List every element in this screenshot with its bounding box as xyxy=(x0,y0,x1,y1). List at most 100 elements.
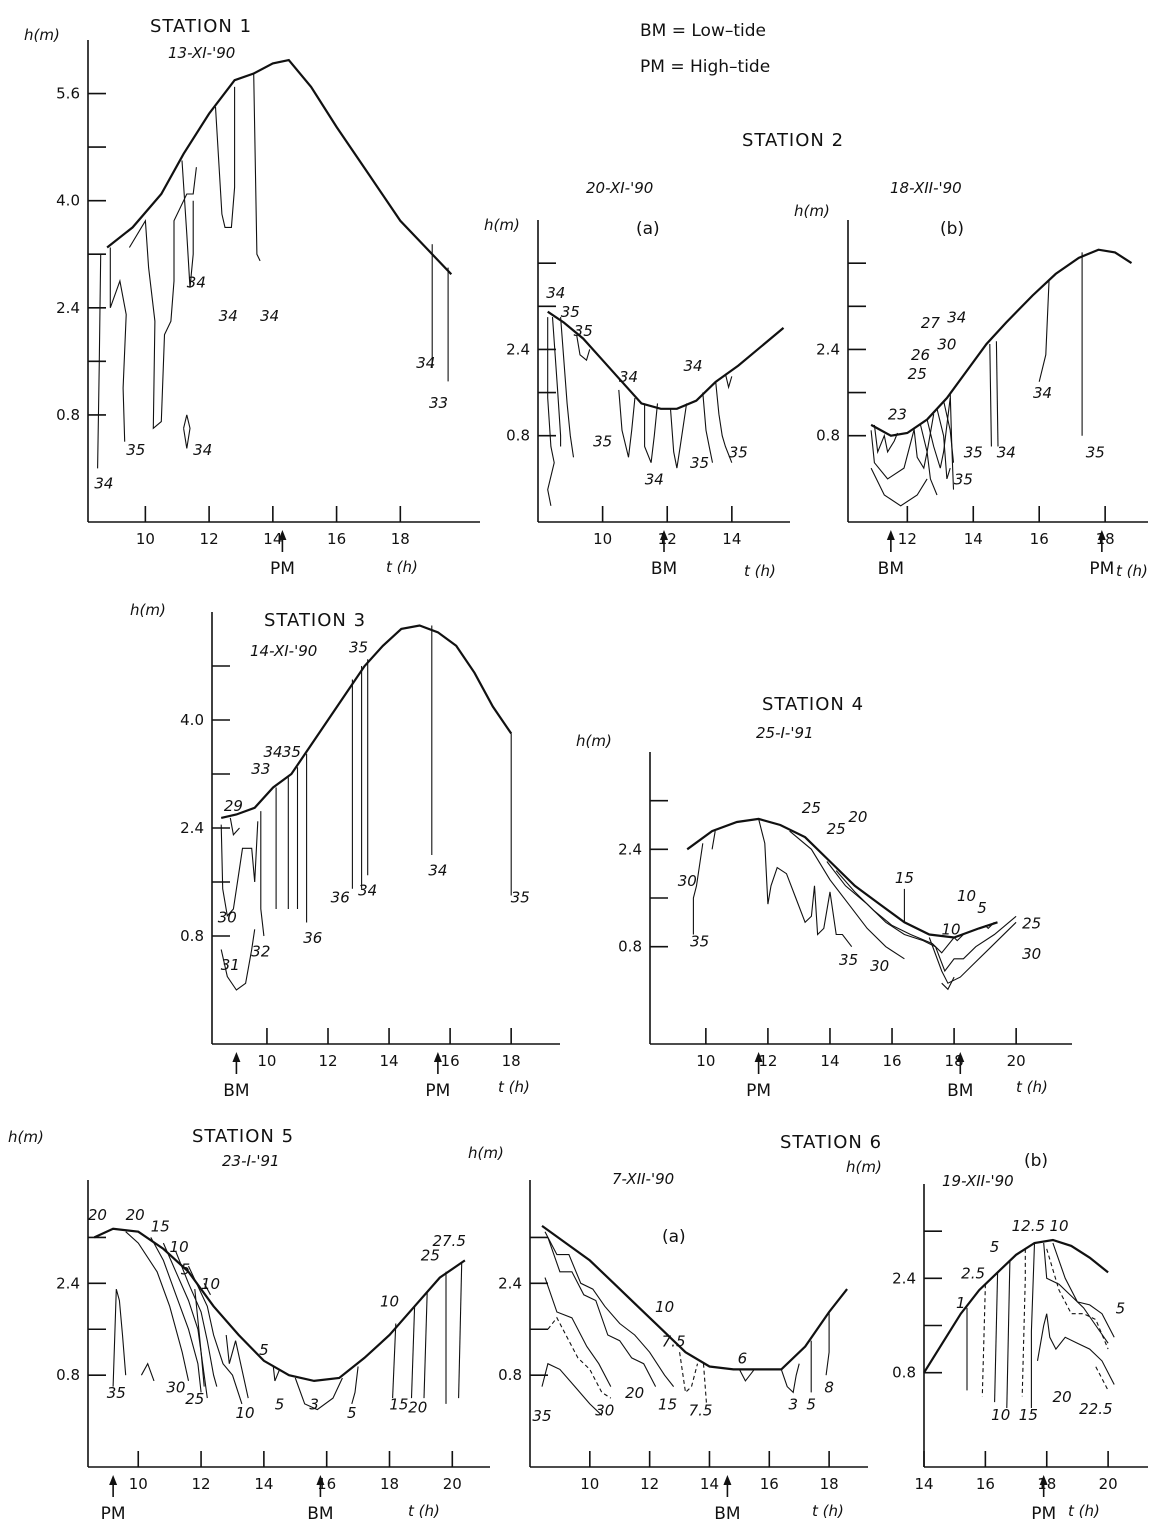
x-tick-label: 16 xyxy=(760,1475,779,1493)
isohaline-label: 33 xyxy=(429,394,448,412)
isohaline-20 xyxy=(544,1277,612,1387)
isohaline-34 xyxy=(949,392,955,490)
x-tick-label: 12 xyxy=(200,530,219,548)
isohaline xyxy=(128,167,197,430)
tide-curve xyxy=(106,58,453,276)
isohaline xyxy=(576,335,591,362)
tide-marker-label: BM xyxy=(307,1504,333,1524)
tide-arrow-head xyxy=(660,530,668,540)
y-tick-label: 2.4 xyxy=(56,1274,80,1292)
isohaline-label: 32 xyxy=(251,942,270,960)
x-tick-label: 12 xyxy=(758,1052,777,1070)
isohaline-label: 10 xyxy=(655,1298,674,1316)
panel-title: 7-XII-'90 xyxy=(612,1170,674,1188)
x-tick-label: 10 xyxy=(136,530,155,548)
y-axis-label: h(m) xyxy=(8,1128,44,1146)
isohaline-23 xyxy=(873,424,899,455)
isohaline-34 xyxy=(97,254,102,469)
isohaline-label: 12.5 xyxy=(1012,1217,1045,1235)
isohaline-6 xyxy=(738,1369,755,1382)
isohaline-label: 35 xyxy=(349,639,368,657)
panel-title: STATION 3 xyxy=(264,610,366,631)
y-axis-label: h(m) xyxy=(484,216,520,234)
y-tick-label: 0.8 xyxy=(816,427,840,445)
isohaline-label: 2.5 xyxy=(961,1264,985,1282)
isohaline-label: 34 xyxy=(219,307,238,325)
isohaline-label: 15 xyxy=(658,1396,677,1414)
isohaline-22.5 xyxy=(1095,1366,1109,1391)
isohaline-label: 10 xyxy=(957,887,976,905)
tide-curve xyxy=(541,1225,848,1371)
x-tick-label: 16 xyxy=(976,1475,995,1493)
panel-s2b: 0.82.412 14 16 18h(m)t (h)18-XII-'90(b)BM PM… xyxy=(794,179,1148,580)
y-axis-label: h(m) xyxy=(130,601,166,619)
x-tick-label: 18 xyxy=(820,1475,839,1493)
y-tick-label: 0.8 xyxy=(498,1366,522,1384)
isohaline-5 xyxy=(272,1366,281,1382)
panel-subtitle: 14-XI-'90 xyxy=(250,642,317,660)
isohaline-10 xyxy=(544,1231,675,1387)
x-tick-label: 20 xyxy=(443,1475,462,1493)
x-tick-label: 12 xyxy=(318,1052,337,1070)
panel-s3: 0.8 2.4 4.0 10 12 14 16 18 h(m) t (h) STATION 3 14-… xyxy=(130,601,560,1101)
isohaline-5 xyxy=(203,1283,211,1296)
y-tick-label: 0.8 xyxy=(56,1366,80,1384)
isohaline-35 xyxy=(541,1362,603,1416)
tide-arrow-head xyxy=(723,1475,732,1485)
x-tick-label: 18 xyxy=(502,1052,521,1070)
y-tick-label: 0.8 xyxy=(56,406,80,424)
isohaline-label: 35 xyxy=(964,443,983,461)
x-axis-label: t (h) xyxy=(1016,1078,1048,1096)
y-axis-label: h(m) xyxy=(24,26,60,44)
x-tick-label: 16 xyxy=(1030,530,1049,548)
tide-arrow-head xyxy=(754,1052,763,1062)
isohaline-7.5 xyxy=(679,1352,699,1394)
isohaline-label: 20 xyxy=(408,1398,427,1416)
isohaline-label: 34 xyxy=(264,743,283,761)
y-tick-label: 2.4 xyxy=(498,1274,522,1292)
x-tick-label: 20 xyxy=(1007,1052,1026,1070)
isohaline-35 xyxy=(560,317,575,458)
isohaline-label: 34 xyxy=(260,307,279,325)
isohaline-34 xyxy=(547,317,555,506)
x-tick-label: 10 xyxy=(593,530,612,548)
isohaline-35 xyxy=(715,381,733,463)
panel-s6a: 0.8 2.4 10 12 14 16 18 h(m) t (h) 7-XII-'90 (a) BM 1… xyxy=(468,1144,868,1524)
isohaline-label: 20 xyxy=(1053,1388,1072,1406)
isohaline-label: 35 xyxy=(511,888,530,906)
isohaline-34 xyxy=(724,373,733,390)
isohaline-10 xyxy=(1043,1242,1109,1344)
isohaline-32 xyxy=(260,811,265,937)
panel-s6b: 0.82.414 16 18 20h(m)t (h)19-XII-'90(b)PM12… xyxy=(846,1151,1148,1524)
isohaline-label: 10 xyxy=(1049,1217,1068,1235)
x-tick-label: 10 xyxy=(129,1475,148,1493)
panel-title: STATION 5 xyxy=(192,1126,294,1147)
tide-arrow-head xyxy=(1039,1475,1048,1485)
tide-marker-label: BM xyxy=(878,559,904,579)
isohaline-label: 35 xyxy=(729,443,748,461)
y-axis-label: h(m) xyxy=(468,1144,504,1162)
isohaline-2.5 xyxy=(981,1284,986,1397)
isohaline-label: 8 xyxy=(824,1378,834,1396)
isohaline-25 xyxy=(913,414,935,470)
tide-arrow-head xyxy=(1097,530,1106,540)
isohaline xyxy=(870,467,928,507)
tide-marker-label: BM xyxy=(651,559,677,579)
x-axis-label: t (h) xyxy=(408,1502,440,1520)
tide-marker-label: BM xyxy=(714,1504,740,1524)
isohaline-label: 10 xyxy=(170,1238,189,1256)
isohaline-label: 22.5 xyxy=(1079,1400,1112,1418)
panel-subtitle: (a) xyxy=(662,1227,686,1247)
isohaline-label: 25 xyxy=(185,1390,204,1408)
isohaline-label: 25 xyxy=(827,820,846,838)
tide-curve xyxy=(923,1238,1109,1374)
isohaline-label: 25 xyxy=(802,799,821,817)
isohaline-20 xyxy=(1036,1313,1115,1385)
panel-title: 19-XII-'90 xyxy=(942,1172,1014,1190)
y-tick-label: 5.6 xyxy=(56,85,80,103)
panel-subtitle: (b) xyxy=(1024,1151,1048,1171)
tide-curve xyxy=(93,1227,466,1383)
x-axis-label: t (h) xyxy=(744,562,776,580)
isohaline-34 xyxy=(253,73,261,262)
x-axis-label: t (h) xyxy=(498,1078,530,1096)
